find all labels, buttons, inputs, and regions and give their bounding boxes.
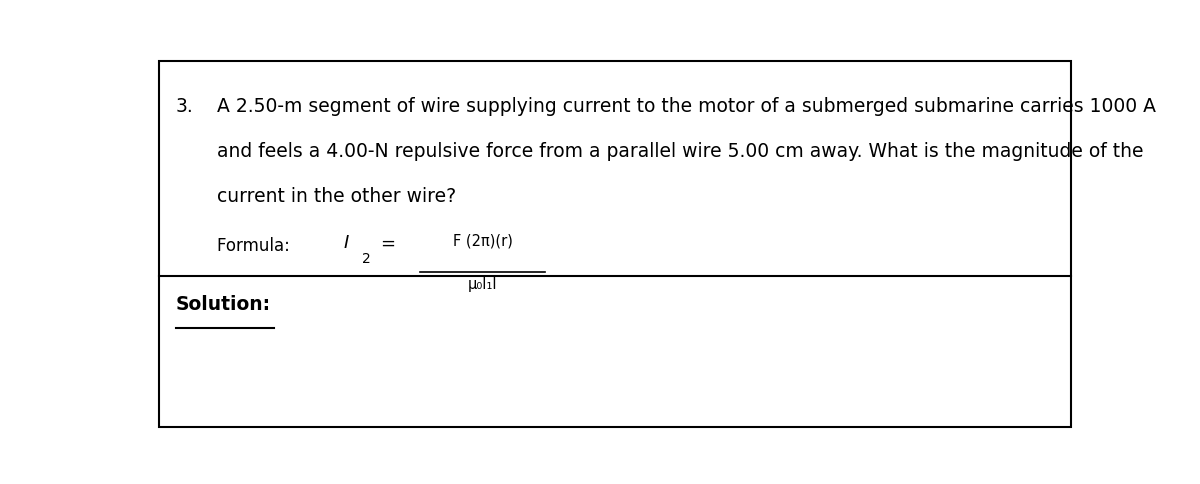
FancyBboxPatch shape [160,62,1070,427]
Text: A 2.50-m segment of wire supplying current to the motor of a submerged submarine: A 2.50-m segment of wire supplying curre… [217,97,1156,116]
Text: Solution:: Solution: [176,295,271,314]
Text: F (2π)(r): F (2π)(r) [452,233,512,248]
Text: current in the other wire?: current in the other wire? [217,187,456,206]
Text: 2: 2 [362,252,371,266]
Text: 3.: 3. [176,97,193,116]
Text: and feels a 4.00-N repulsive force from a parallel wire 5.00 cm away. What is th: and feels a 4.00-N repulsive force from … [217,142,1144,161]
Text: Formula:: Formula: [217,237,300,255]
Text: μ₀I₁l: μ₀I₁l [468,276,497,291]
Text: $=$: $=$ [377,233,396,251]
Text: $I$: $I$ [343,233,350,251]
